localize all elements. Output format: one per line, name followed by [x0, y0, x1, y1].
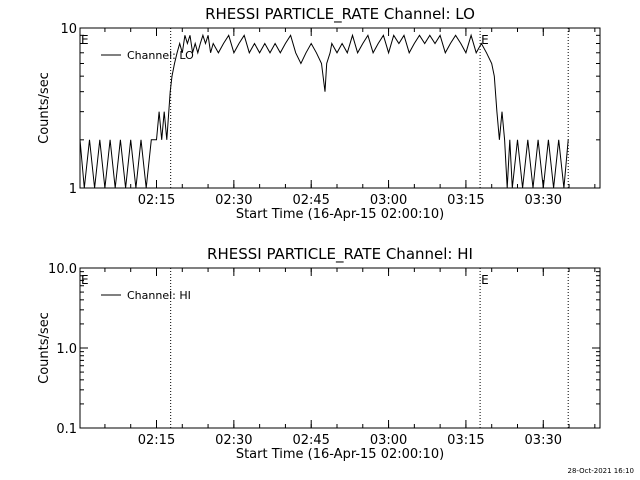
x-tick-label: 02:45	[292, 433, 329, 448]
x-tick-label: 02:15	[138, 433, 175, 448]
legend-label: Channel: LO	[127, 49, 194, 62]
x-tick-label: 03:30	[525, 193, 562, 208]
series-line	[79, 33, 569, 189]
footer-timestamp: 28-Oct-2021 16:10	[568, 467, 634, 475]
chart-title: RHESSI PARTICLE_RATE Channel: LO	[205, 5, 475, 24]
x-tick-label: 02:15	[138, 193, 175, 208]
x-tick-label: 03:00	[370, 193, 407, 208]
x-tick-label: 03:00	[370, 433, 407, 448]
x-axis-label: Start Time (16-Apr-15 02:00:10)	[236, 207, 444, 222]
x-tick-label: 02:30	[215, 193, 252, 208]
chart-title: RHESSI PARTICLE_RATE Channel: HI	[207, 245, 473, 264]
y-tick-label: 10	[60, 22, 77, 37]
left-marker-label: E	[81, 33, 89, 47]
x-tick-label: 03:15	[447, 433, 484, 448]
chart-hi-channel: RHESSI PARTICLE_RATE Channel: HI 02:15 02:…	[37, 245, 601, 462]
x-tick-label: 03:30	[525, 433, 562, 448]
left-marker-label: E	[81, 273, 89, 287]
legend: Channel: LO	[101, 49, 194, 62]
chart-lo-channel: RHESSI PARTICLE_RATE Channel: LO 02:15 02:…	[37, 5, 601, 222]
y-axis-label: Counts/sec	[37, 72, 52, 144]
y-tick-label: 0.1	[56, 422, 77, 437]
time-marker-label: E	[481, 273, 489, 287]
x-tick-label: 02:45	[292, 193, 329, 208]
plot-frame	[79, 27, 601, 189]
y-tick-label: 10.0	[48, 262, 77, 277]
time-marker-label: E	[481, 33, 489, 47]
legend: Channel: HI	[101, 289, 191, 302]
x-tick-label: 03:15	[447, 193, 484, 208]
y-axis-label: Counts/sec	[37, 312, 52, 384]
x-axis-label: Start Time (16-Apr-15 02:00:10)	[236, 447, 444, 462]
x-tick-label: 02:30	[215, 433, 252, 448]
y-tick-label: 1.0	[56, 342, 77, 357]
y-tick-label: 1	[69, 182, 77, 197]
legend-label: Channel: HI	[127, 289, 191, 302]
